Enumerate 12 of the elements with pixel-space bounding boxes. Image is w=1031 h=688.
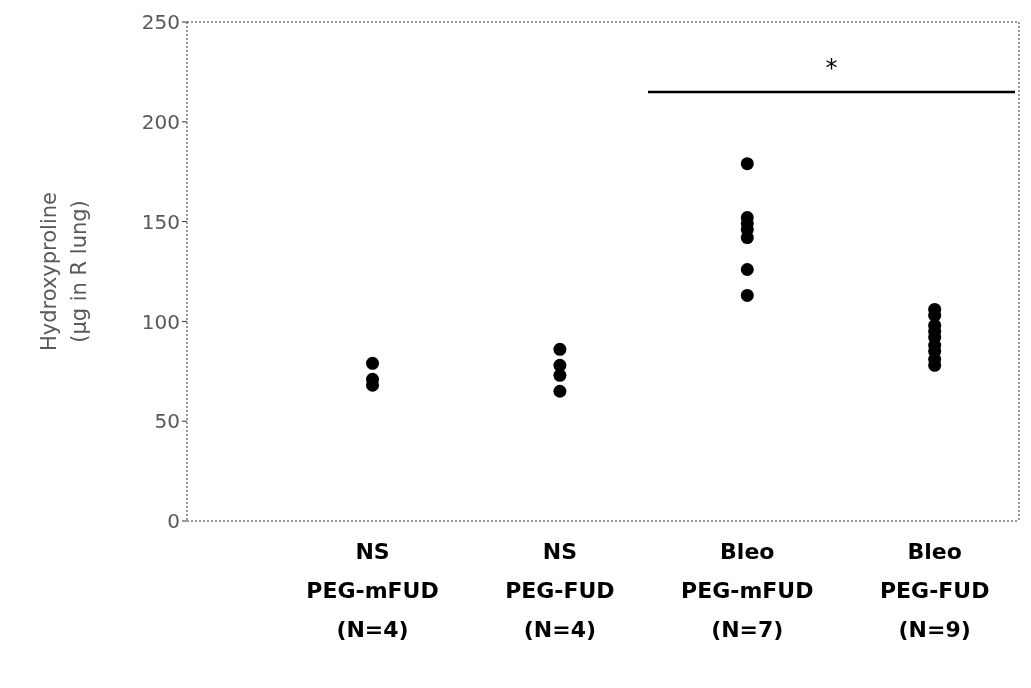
x-tick-label: Bleo PEG-FUD (N=9) xyxy=(879,539,990,642)
x-tick-label: Bleo PEG-mFUD (N=7) xyxy=(681,539,814,642)
annotation: * xyxy=(824,53,839,82)
x-tick-label: NS PEG-mFUD (N=4) xyxy=(306,539,439,642)
y-tick-label: 0 xyxy=(167,509,180,534)
y-tick-label: 150 xyxy=(141,209,180,234)
y-tick-label: 250 xyxy=(141,10,180,35)
y-tick-label: 100 xyxy=(141,309,180,334)
y-tick-label: 200 xyxy=(141,109,180,134)
y-axis-title: Hydroxyproline (µg in R lung) xyxy=(37,191,91,352)
x-tick-label: NS PEG-FUD (N=4) xyxy=(505,539,615,642)
y-tick-label: 50 xyxy=(154,409,180,434)
